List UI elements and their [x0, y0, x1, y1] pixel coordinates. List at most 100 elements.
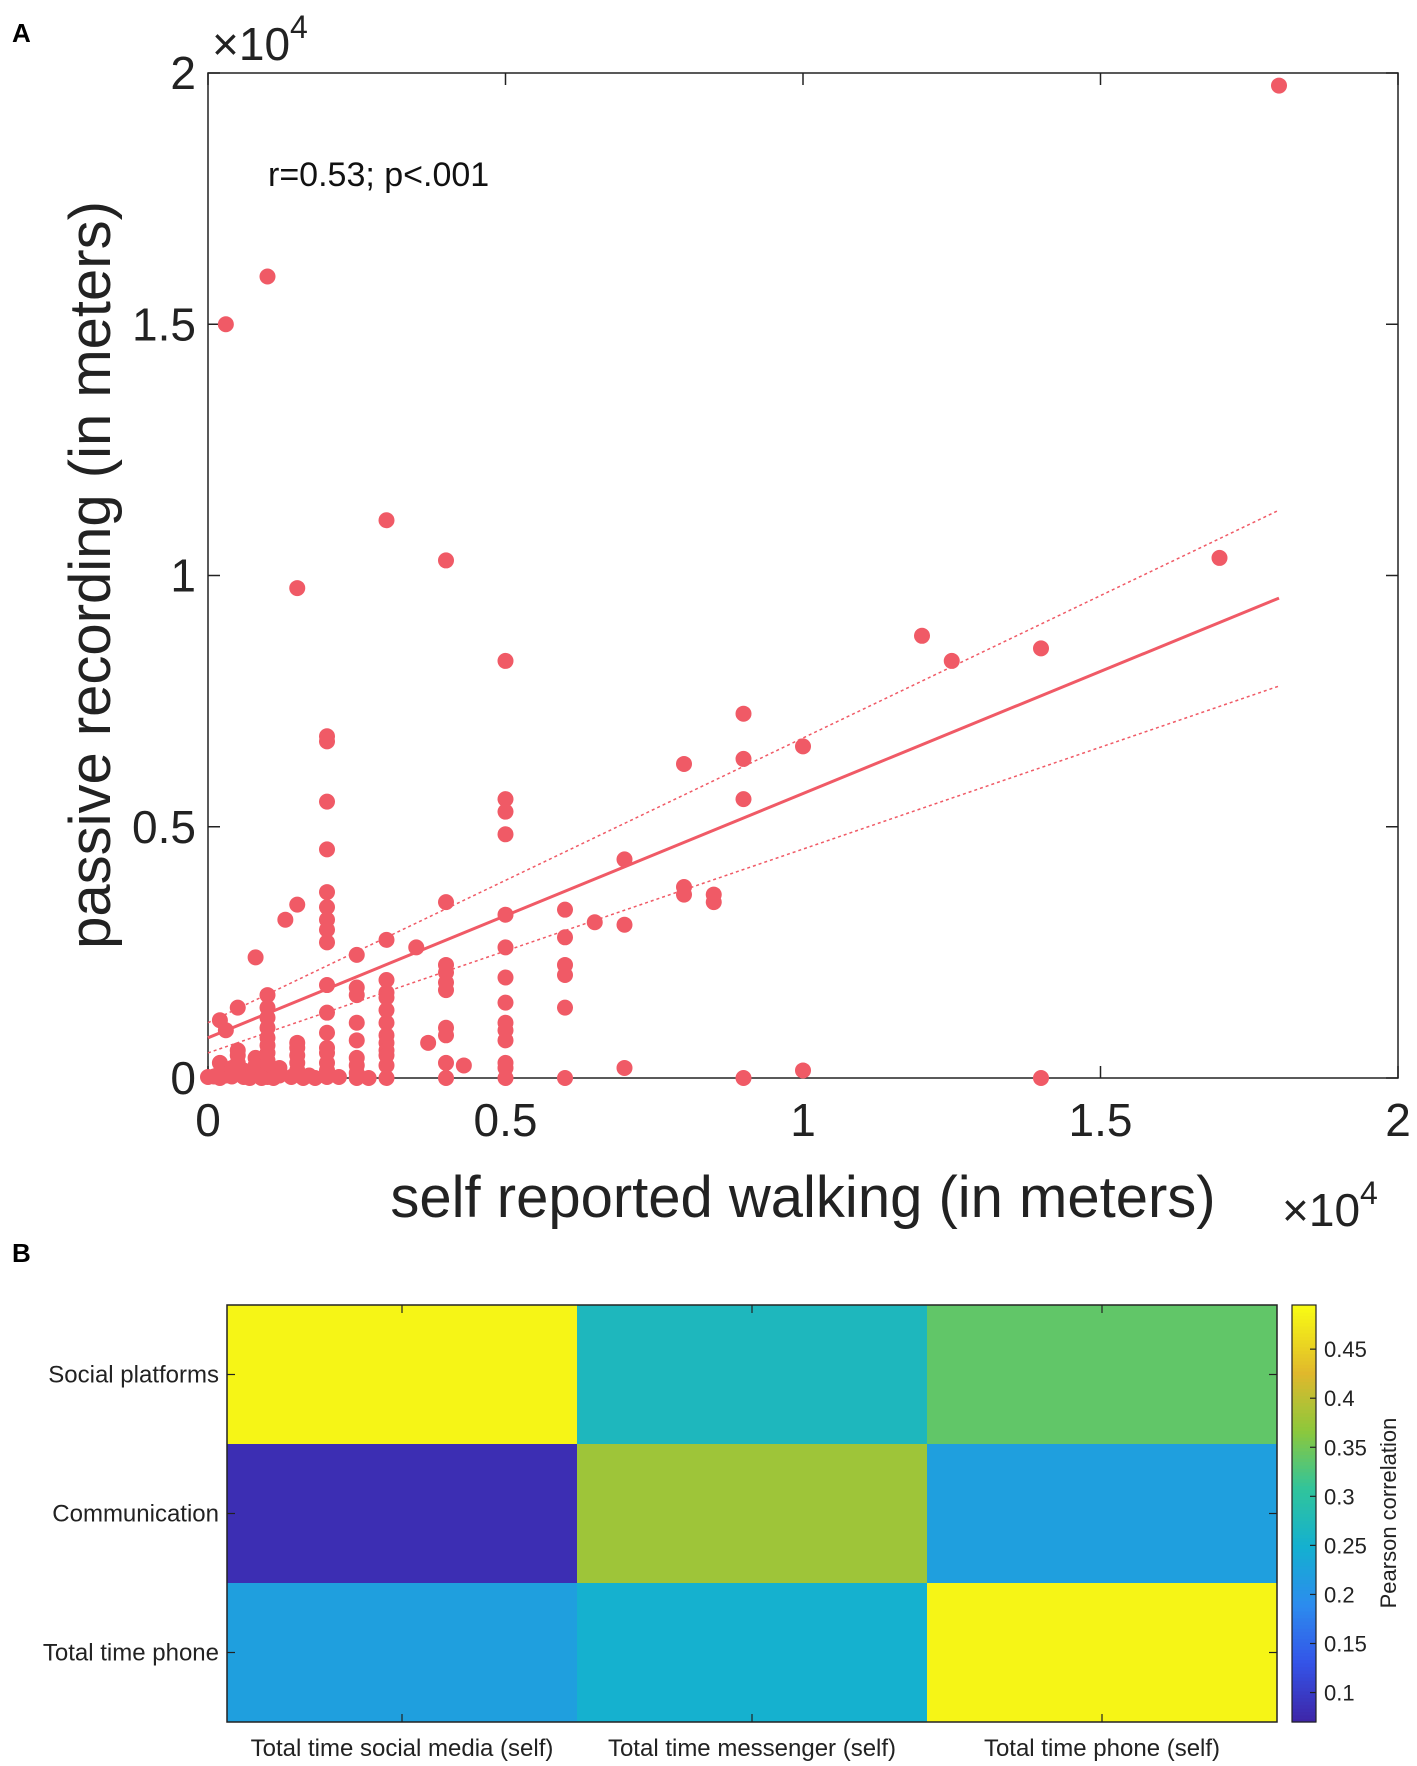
- colorbar-segment: [1292, 1694, 1316, 1699]
- y-tick-label: 1.5: [132, 298, 196, 350]
- colorbar-segment: [1292, 1318, 1316, 1323]
- heatmap: Social platforms Communication Total time …: [43, 1304, 1401, 1762]
- colorbar-segment: [1292, 1325, 1316, 1330]
- colorbar-segment: [1292, 1332, 1316, 1337]
- colorbar-segment: [1292, 1440, 1316, 1445]
- colorbar-segment: [1292, 1461, 1316, 1466]
- colorbar-tick-label: 0.35: [1324, 1435, 1367, 1460]
- scatter-point: [319, 934, 335, 951]
- scatter-point: [253, 1070, 270, 1086]
- scatter-point: [378, 972, 395, 989]
- colorbar-segment: [1292, 1423, 1316, 1428]
- heatmap-column-label: Total time messenger (self): [608, 1735, 896, 1762]
- scatter-point: [283, 1068, 300, 1085]
- scatter-point: [348, 946, 365, 963]
- colorbar-segment: [1292, 1503, 1316, 1508]
- colorbar-segment: [1292, 1711, 1316, 1716]
- colorbar-segment: [1292, 1631, 1316, 1636]
- heatmap-cells: [227, 1305, 1278, 1723]
- colorbar-segment: [1292, 1343, 1316, 1348]
- scatter-point: [914, 627, 930, 644]
- colorbar-segment: [1292, 1447, 1316, 1452]
- heatmap-row-labels: Social platforms Communication Total time …: [43, 1362, 1277, 1667]
- colorbar-segment: [1292, 1603, 1316, 1608]
- colorbar-segment: [1292, 1346, 1316, 1351]
- heatmap-row-label: Total time phone: [43, 1640, 219, 1667]
- colorbar-segment: [1292, 1305, 1316, 1310]
- colorbar-segment: [1292, 1357, 1316, 1362]
- scatter-point: [319, 793, 335, 810]
- colorbar-segment: [1292, 1426, 1316, 1431]
- scatter-point: [497, 1070, 514, 1086]
- colorbar-segment: [1292, 1395, 1316, 1400]
- y-multiplier: ×104: [212, 9, 308, 70]
- heatmap-cell: [927, 1305, 1278, 1445]
- scatter-point: [735, 1070, 752, 1086]
- colorbar-segment: [1292, 1565, 1316, 1570]
- scatter-point: [378, 931, 395, 948]
- colorbar-segment: [1292, 1555, 1316, 1560]
- scatter-point: [295, 1070, 312, 1086]
- colorbar-segment: [1292, 1412, 1316, 1417]
- colorbar-segment: [1292, 1614, 1316, 1619]
- colorbar-segment: [1292, 1339, 1316, 1344]
- scatter-point: [438, 1054, 454, 1071]
- colorbar-segment: [1292, 1652, 1316, 1657]
- scatter-point: [497, 826, 514, 843]
- scatter-point: [705, 894, 722, 911]
- scatter-point: [241, 1070, 258, 1086]
- colorbar-tick-label: 0.4: [1324, 1386, 1355, 1411]
- colorbar-segment: [1292, 1718, 1316, 1723]
- colorbar-segment: [1292, 1607, 1316, 1612]
- scatter-point: [408, 939, 425, 956]
- scatter-point: [259, 268, 276, 285]
- heatmap-column-labels: Total time social media (self) Total time…: [251, 1305, 1220, 1762]
- scatter-point: [348, 1032, 365, 1049]
- colorbar-segment: [1292, 1381, 1316, 1386]
- scatter-point: [378, 1002, 395, 1019]
- colorbar-segment: [1292, 1583, 1316, 1588]
- colorbar-segment: [1292, 1687, 1316, 1692]
- heatmap-cell: [227, 1583, 578, 1723]
- colorbar-segment: [1292, 1572, 1316, 1577]
- x-tick-label: 0.5: [474, 1094, 538, 1146]
- colorbar-segment: [1292, 1534, 1316, 1539]
- y-multiplier-base: ×10: [212, 18, 290, 70]
- colorbar-segment: [1292, 1621, 1316, 1626]
- colorbar-segment: [1292, 1645, 1316, 1650]
- x-multiplier-exponent: 4: [1360, 1175, 1378, 1211]
- colorbar-segment: [1292, 1513, 1316, 1518]
- colorbar-segment: [1292, 1391, 1316, 1396]
- scatter-point: [497, 939, 514, 956]
- colorbar-segment: [1292, 1360, 1316, 1365]
- colorbar-segment: [1292, 1468, 1316, 1473]
- scatter-point: [319, 884, 335, 901]
- scatter-point: [330, 1068, 347, 1085]
- scatter-point: [795, 738, 811, 755]
- scatter-point: [676, 755, 692, 772]
- scatter-point: [943, 652, 960, 669]
- scatter-point: [378, 1014, 395, 1031]
- colorbar-segment: [1292, 1676, 1316, 1681]
- scatter-point: [378, 1057, 395, 1074]
- scatter-point: [420, 1034, 437, 1051]
- colorbar-segment: [1292, 1496, 1316, 1501]
- x-tick-label: 2: [1385, 1094, 1411, 1146]
- colorbar-segment: [1292, 1548, 1316, 1553]
- colorbar-segment: [1292, 1541, 1316, 1546]
- scatter-point: [360, 1070, 377, 1086]
- colorbar-segment: [1292, 1683, 1316, 1688]
- scatter-point: [557, 1070, 573, 1086]
- x-tick-label: 1.5: [1069, 1094, 1133, 1146]
- scatter-point: [348, 1070, 365, 1086]
- colorbar-segment: [1292, 1478, 1316, 1483]
- scatter-point: [497, 994, 514, 1011]
- x-axis: 0 0.5 1 1.5 2: [195, 73, 1411, 1146]
- colorbar-segment: [1292, 1596, 1316, 1601]
- scatter-point: [217, 1022, 234, 1039]
- scatter-plot: 00.511.52 0 0.5 1 1.5 2 r=0.53; p<.001 ×104 …: [58, 9, 1411, 1236]
- scatter-point: [795, 1062, 811, 1079]
- colorbar-tick-label: 0.25: [1324, 1533, 1367, 1558]
- colorbar-segment: [1292, 1450, 1316, 1456]
- colorbar-frame: [1291, 1304, 1317, 1723]
